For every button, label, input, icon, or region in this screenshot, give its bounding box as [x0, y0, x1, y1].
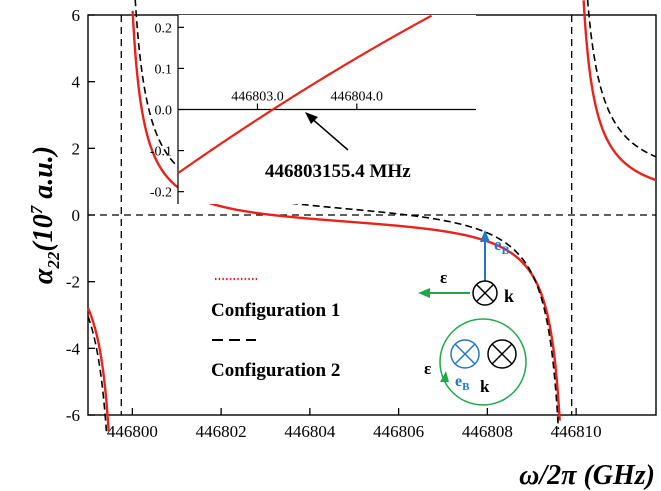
inset-curve — [177, 14, 433, 175]
main-ticks: 446800 446802 446804 446806 446808 446810 -6 -4… — [66, 6, 602, 441]
eb-circle-2 — [450, 339, 480, 369]
y-axis-symbol: α — [28, 268, 59, 284]
y-axis-exponent: 7 — [27, 204, 46, 214]
ring-arrow-head — [440, 371, 449, 382]
legend-label-config-1: Configuration 1 — [211, 300, 340, 321]
eb-label-2: eB — [455, 373, 470, 393]
annotation-arrow-head — [305, 112, 318, 124]
eb-arrow-head-1 — [480, 230, 490, 242]
epsilon-label-1: ε — [440, 268, 447, 287]
legend-label-config-2: Configuration 2 — [211, 360, 340, 381]
x-tick-label: 446810 — [551, 422, 602, 441]
k-label-2: k — [480, 377, 490, 396]
inset-y-tick-label: 0.1 — [155, 62, 173, 77]
series-line-2-segment-1 — [87, 316, 108, 432]
x-tick-label: 446806 — [373, 422, 424, 441]
annotation-label: 446803155.4 MHz — [265, 161, 411, 182]
eb-label-1-main: e — [494, 235, 502, 254]
inset-y-tick-label: -0.1 — [150, 145, 172, 160]
k-cross-2b — [491, 343, 513, 365]
inset-x-tick-label: 446804.0 — [331, 90, 384, 105]
geometry-diagram: eB ε k ε eB k — [418, 230, 527, 406]
y-tick-label: 4 — [72, 73, 81, 92]
k-label-1: k — [504, 286, 514, 306]
y-axis-title: α22(107 a.u.) — [27, 146, 63, 284]
y-tick-label: 0 — [72, 206, 81, 225]
k-circle-2 — [487, 339, 517, 369]
k-cross-1b — [475, 283, 495, 303]
y-tick-label: -6 — [66, 406, 80, 425]
y-axis-unit-tail: a.u.) — [28, 146, 59, 206]
eb-label-2-sub: B — [462, 381, 470, 393]
eb-label-1-sub: B — [502, 243, 510, 257]
inset-y-tick-label: 0.0 — [155, 104, 173, 119]
polarization-ring — [439, 318, 527, 406]
x-tick-label: 446802 — [196, 422, 247, 441]
inset-plot: 446803.0 446804.0 -0.2 -0.1 0.0 0.1 0.2 — [150, 14, 476, 204]
inset-series-line — [177, 14, 433, 175]
main-guides — [88, 15, 656, 415]
inset-x-tick-label: 446803.0 — [231, 90, 284, 105]
x-tick-label: 446808 — [462, 422, 513, 441]
y-tick-label: 6 — [72, 6, 81, 25]
eb-cross-2b — [454, 343, 476, 365]
x-axis-title: ω/2π (GHz) — [519, 460, 655, 491]
x-tick-label: 446804 — [284, 422, 336, 441]
x-tick-label: 446800 — [107, 422, 158, 441]
y-tick-label: 2 — [72, 139, 81, 158]
legend: Configuration 1 Configuration 2 — [211, 277, 340, 381]
series-line-1-segment-3 — [582, 0, 657, 182]
y-tick-label: -4 — [66, 339, 81, 358]
annotation-arrow-line — [309, 116, 349, 151]
inset-ticks: 446803.0 446804.0 -0.2 -0.1 0.0 0.1 0.2 — [150, 21, 476, 201]
inset-y-tick-label: 0.2 — [155, 21, 173, 36]
y-tick-label: -2 — [66, 273, 80, 292]
eb-label-2-main: e — [455, 373, 462, 390]
y-axis-unit: (10 — [28, 214, 59, 251]
epsilon-label-2: ε — [424, 359, 431, 378]
y-axis-subscript: 22 — [44, 251, 63, 270]
series-line-1-segment-1 — [86, 307, 110, 432]
inset-y-tick-label: -0.2 — [150, 186, 172, 201]
eb-label-1: eB — [494, 235, 510, 257]
epsilon-arrow-head-1 — [418, 288, 430, 298]
series-line-2-segment-3 — [586, 0, 657, 158]
